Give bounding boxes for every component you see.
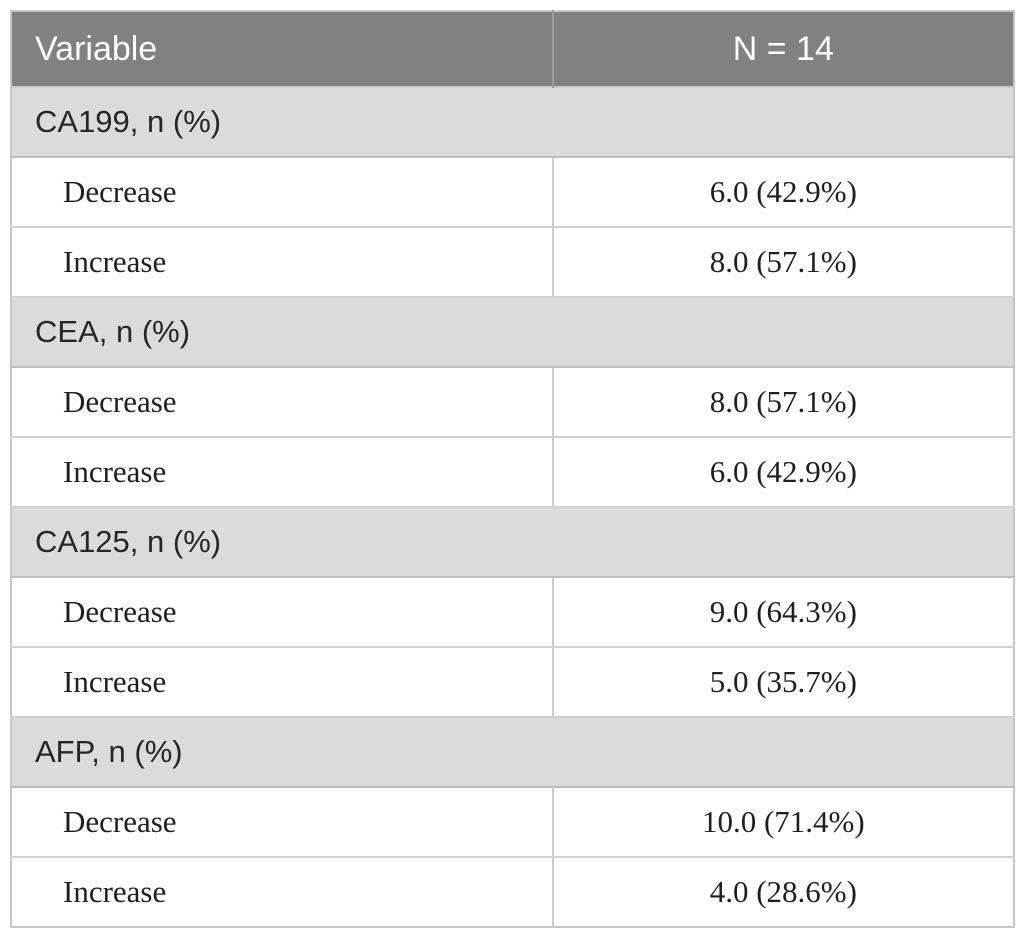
row-value: 5.0 (35.7%) [551, 647, 1014, 718]
section-label: AFP, n (%) [11, 716, 1014, 788]
table-row: Decrease 9.0 (64.3%) [11, 577, 1014, 648]
biomarker-change-table: Variable N = 14 CA199, n (%) Decrease 6.… [10, 10, 1015, 928]
header-cell-variable: Variable [11, 11, 553, 87]
table-row: Increase 6.0 (42.9%) [11, 437, 1014, 508]
row-label: Decrease [11, 577, 553, 648]
section-label: CEA, n (%) [11, 296, 1014, 368]
section-label: CA199, n (%) [11, 86, 1014, 158]
row-label: Increase [11, 857, 553, 927]
row-value: 6.0 (42.9%) [551, 157, 1014, 228]
section-label: CA125, n (%) [11, 506, 1014, 578]
row-label: Decrease [11, 157, 553, 228]
section-row-afp: AFP, n (%) [11, 716, 1014, 788]
row-value: 10.0 (71.4%) [551, 787, 1014, 858]
table-row: Decrease 6.0 (42.9%) [11, 157, 1014, 228]
table-row: Increase 4.0 (28.6%) [11, 857, 1014, 927]
table-row: Decrease 10.0 (71.4%) [11, 787, 1014, 858]
row-label: Decrease [11, 787, 553, 858]
row-label: Increase [11, 647, 553, 718]
section-row-ca125: CA125, n (%) [11, 506, 1014, 578]
row-label: Decrease [11, 367, 553, 438]
section-row-ca199: CA199, n (%) [11, 86, 1014, 158]
table-header-row: Variable N = 14 [11, 11, 1014, 87]
table-row: Decrease 8.0 (57.1%) [11, 367, 1014, 438]
row-value: 6.0 (42.9%) [551, 437, 1014, 508]
row-value: 4.0 (28.6%) [551, 857, 1014, 927]
row-label: Increase [11, 227, 553, 298]
row-value: 8.0 (57.1%) [551, 367, 1014, 438]
row-value: 8.0 (57.1%) [551, 227, 1014, 298]
section-row-cea: CEA, n (%) [11, 296, 1014, 368]
row-label: Increase [11, 437, 553, 508]
row-value: 9.0 (64.3%) [551, 577, 1014, 648]
header-cell-n: N = 14 [551, 11, 1014, 87]
table-row: Increase 8.0 (57.1%) [11, 227, 1014, 298]
table-row: Increase 5.0 (35.7%) [11, 647, 1014, 718]
